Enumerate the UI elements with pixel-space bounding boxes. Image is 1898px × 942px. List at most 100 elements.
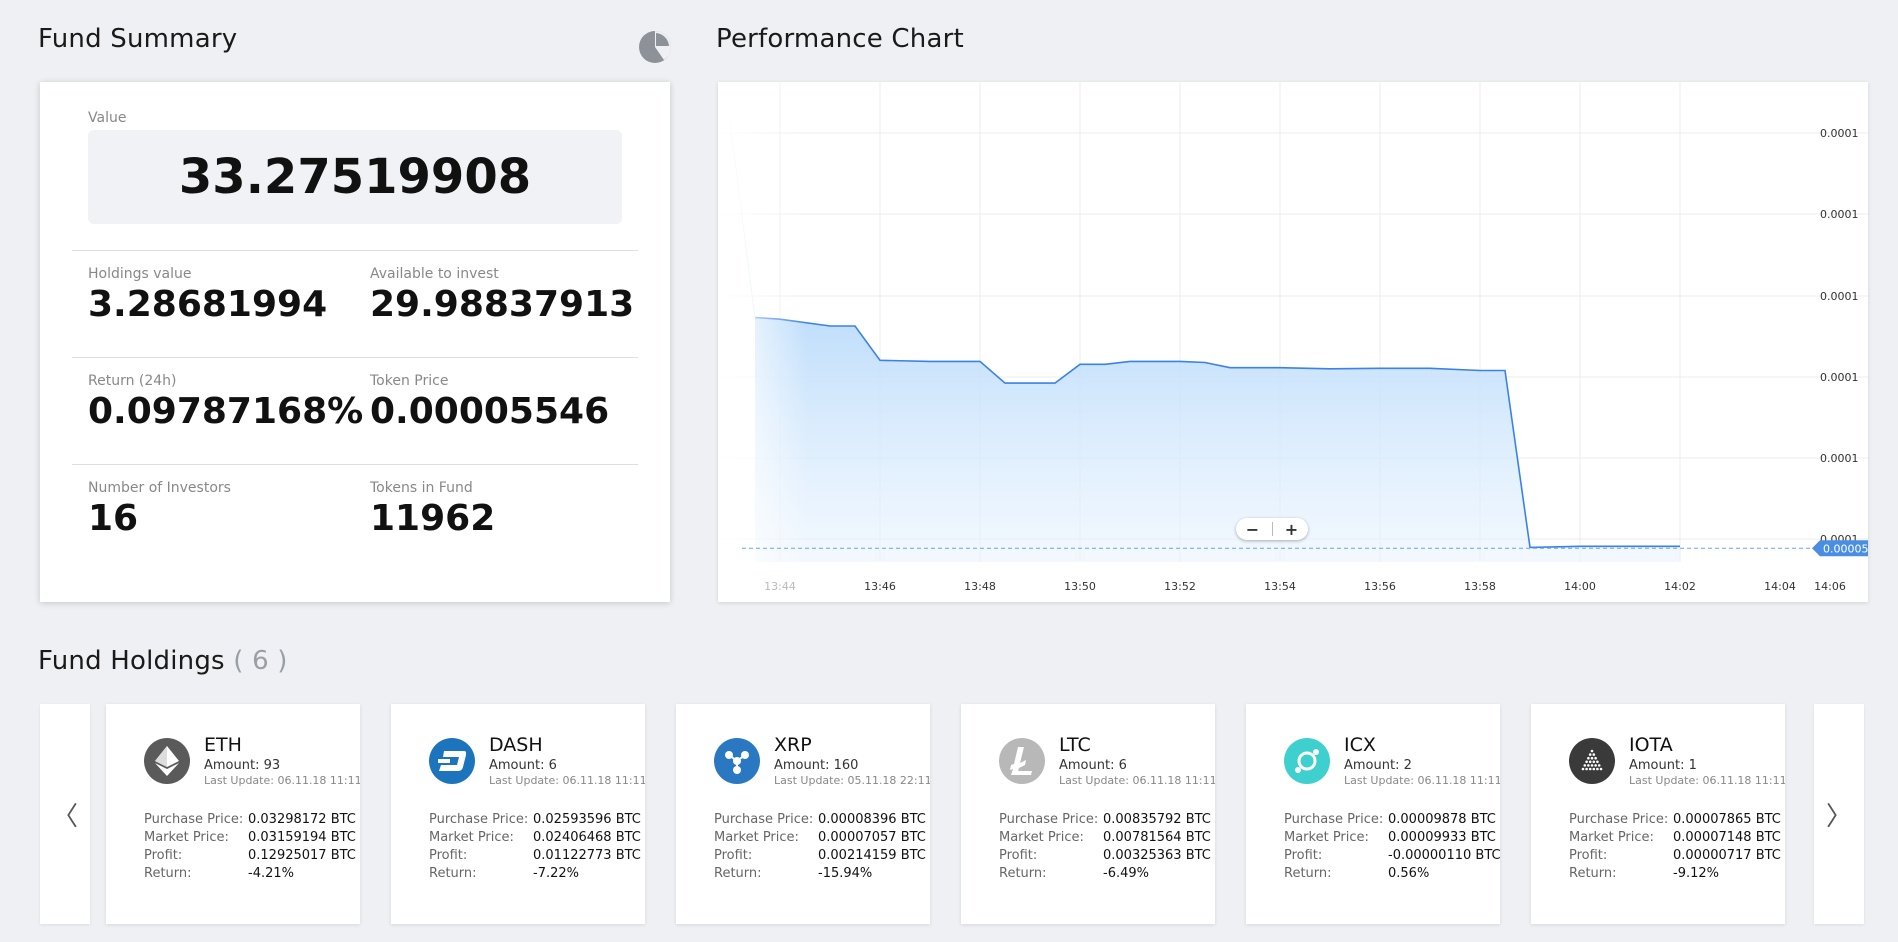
holding-symbol: XRP: [774, 734, 812, 756]
y-tick-label: 0.0001: [1820, 127, 1859, 140]
performance-line: [754, 316, 1680, 549]
return-row: Return: -6.49%: [999, 864, 1211, 882]
purchase-price-value: 0.03298172 BTC: [248, 811, 356, 827]
profit-value: 0.00214159 BTC: [818, 847, 926, 863]
holding-amount: Amount: 1: [1629, 758, 1697, 773]
available-value: 29.98837913: [370, 284, 635, 325]
investors-stat: Number of Investors 16: [88, 480, 231, 539]
holding-card-eth[interactable]: ETH Amount: 93 Last Update: 06.11.18 11:11…: [106, 704, 360, 924]
x-tick-label: 13:54: [1264, 580, 1296, 593]
return-label: Return:: [1284, 865, 1332, 881]
purchase-price-label: Purchase Price:: [429, 811, 529, 827]
y-tick-label: 0.0001: [1820, 208, 1859, 221]
holdings-count: ( 6 ): [233, 646, 288, 676]
holding-card-dash[interactable]: DASH Amount: 6 Last Update: 06.11.18 11:11…: [391, 704, 645, 924]
market-price-value: 0.02406468 BTC: [533, 829, 641, 845]
chart-svg[interactable]: 13:44 13:46 13:48 13:50 13:52 13:54 13:56 13:58…: [718, 82, 1868, 602]
holding-details: Purchase Price: 0.02593596 BTC Market Pric…: [429, 810, 641, 882]
holding-details: Purchase Price: 0.00008396 BTC Market Pric…: [714, 810, 926, 882]
holding-amount: Amount: 93: [204, 758, 281, 773]
market-price-label: Market Price:: [1284, 829, 1369, 845]
holdings-next-button[interactable]: 〉: [1814, 704, 1864, 924]
holding-symbol: DASH: [489, 734, 543, 756]
profit-value: 0.12925017 BTC: [248, 847, 356, 863]
current-value-marker: [1812, 540, 1868, 557]
zoom-out-button[interactable]: −: [1245, 519, 1260, 539]
profit-value: 0.00325363 BTC: [1103, 847, 1211, 863]
market-price-row: Market Price: 0.00007057 BTC: [714, 828, 926, 846]
holding-details: Purchase Price: 0.00835792 BTC Market Pric…: [999, 810, 1211, 882]
market-price-label: Market Price:: [1569, 829, 1654, 845]
market-price-label: Market Price:: [999, 829, 1084, 845]
x-tick-label: 13:50: [1064, 580, 1096, 593]
holding-card-iota[interactable]: IOTA Amount: 1 Last Update: 06.11.18 11:11…: [1531, 704, 1785, 924]
x-tick-label: 13:48: [964, 580, 996, 593]
investors-value: 16: [88, 498, 139, 539]
purchase-price-value: 0.00835792 BTC: [1103, 811, 1211, 827]
market-price-label: Market Price:: [714, 829, 799, 845]
y-tick-label: 0.0001: [1820, 452, 1859, 465]
profit-label: Profit:: [144, 847, 183, 863]
profit-row: Profit: 0.12925017 BTC: [144, 846, 356, 864]
return-label: Return:: [999, 865, 1047, 881]
purchase-price-label: Purchase Price:: [144, 811, 244, 827]
market-price-row: Market Price: 0.00007148 BTC: [1569, 828, 1781, 846]
purchase-price-label: Purchase Price:: [1569, 811, 1669, 827]
return-value: -15.94%: [818, 865, 873, 881]
eth-coin-icon: [144, 738, 190, 784]
purchase-price-row: Purchase Price: 0.00009878 BTC: [1284, 810, 1500, 828]
return-value: 0.56%: [1388, 865, 1430, 881]
holdings-prev-button[interactable]: 〈: [40, 704, 90, 924]
return-value: 0.09787168%: [88, 391, 364, 432]
market-price-value: 0.03159194 BTC: [248, 829, 356, 845]
holding-amount: Amount: 6: [489, 758, 557, 773]
profit-row: Profit: 0.00000717 BTC: [1569, 846, 1781, 864]
purchase-price-row: Purchase Price: 0.02593596 BTC: [429, 810, 641, 828]
tokens-label: Tokens in Fund: [370, 480, 473, 496]
holding-amount: Amount: 2: [1344, 758, 1412, 773]
profit-label: Profit:: [999, 847, 1038, 863]
x-tick-label: 14:02: [1664, 580, 1696, 593]
available-stat: Available to invest 29.98837913: [370, 266, 634, 325]
profit-row: Profit: 0.00214159 BTC: [714, 846, 926, 864]
performance-area: [755, 317, 1680, 562]
holding-amount: Amount: 6: [1059, 758, 1127, 773]
zoom-in-button[interactable]: +: [1284, 519, 1299, 539]
fund-summary-title: Fund Summary: [38, 24, 238, 54]
profit-value: -0.00000110 BTC: [1388, 847, 1500, 863]
holding-amount: Amount: 160: [774, 758, 859, 773]
value-label: Value: [88, 110, 127, 126]
holdings-value-stat: Holdings value 3.28681994: [88, 266, 327, 325]
purchase-price-value: 0.00009878 BTC: [1388, 811, 1496, 827]
holding-last-update: Last Update: 06.11.18 11:11: [1629, 774, 1785, 787]
fund-holdings-title: Fund Holdings ( 6 ): [38, 646, 288, 676]
market-price-value: 0.00007148 BTC: [1673, 829, 1781, 845]
tokens-value: 11962: [370, 498, 496, 539]
holding-card-xrp[interactable]: XRP Amount: 160 Last Update: 05.11.18 22:1…: [676, 704, 930, 924]
return-row: Return: -15.94%: [714, 864, 926, 882]
purchase-price-value: 0.02593596 BTC: [533, 811, 641, 827]
return-row: Return: -9.12%: [1569, 864, 1781, 882]
y-tick-label: 0.0001: [1820, 290, 1859, 303]
pie-chart-icon[interactable]: [638, 30, 672, 64]
holding-details: Purchase Price: 0.03298172 BTC Market Pric…: [144, 810, 356, 882]
token-price-label: Token Price: [370, 373, 449, 389]
holding-details: Purchase Price: 0.00009878 BTC Market Pric…: [1284, 810, 1500, 882]
return-row: Return: -7.22%: [429, 864, 641, 882]
profit-row: Profit: -0.00000110 BTC: [1284, 846, 1500, 864]
holding-last-update: Last Update: 06.11.18 11:11: [489, 774, 645, 787]
return-row: Return: 0.56%: [1284, 864, 1500, 882]
return-label: Return:: [1569, 865, 1617, 881]
purchase-price-row: Purchase Price: 0.03298172 BTC: [144, 810, 356, 828]
holding-card-ltc[interactable]: LTC Amount: 6 Last Update: 06.11.18 11:11 P…: [961, 704, 1215, 924]
performance-chart[interactable]: 13:44 13:46 13:48 13:50 13:52 13:54 13:56 13:58…: [718, 82, 1868, 602]
performance-chart-title: Performance Chart: [716, 24, 964, 54]
holding-symbol: ETH: [204, 734, 242, 756]
profit-label: Profit:: [1284, 847, 1323, 863]
fund-value: 33.27519908: [88, 130, 622, 224]
holding-last-update: Last Update: 06.11.18 11:11: [1059, 774, 1215, 787]
divider: [72, 357, 638, 358]
holding-card-icx[interactable]: ICX Amount: 2 Last Update: 06.11.18 11:11 P…: [1246, 704, 1500, 924]
current-value-label: 0.000055: [1823, 542, 1868, 555]
tokens-stat: Tokens in Fund 11962: [370, 480, 495, 539]
